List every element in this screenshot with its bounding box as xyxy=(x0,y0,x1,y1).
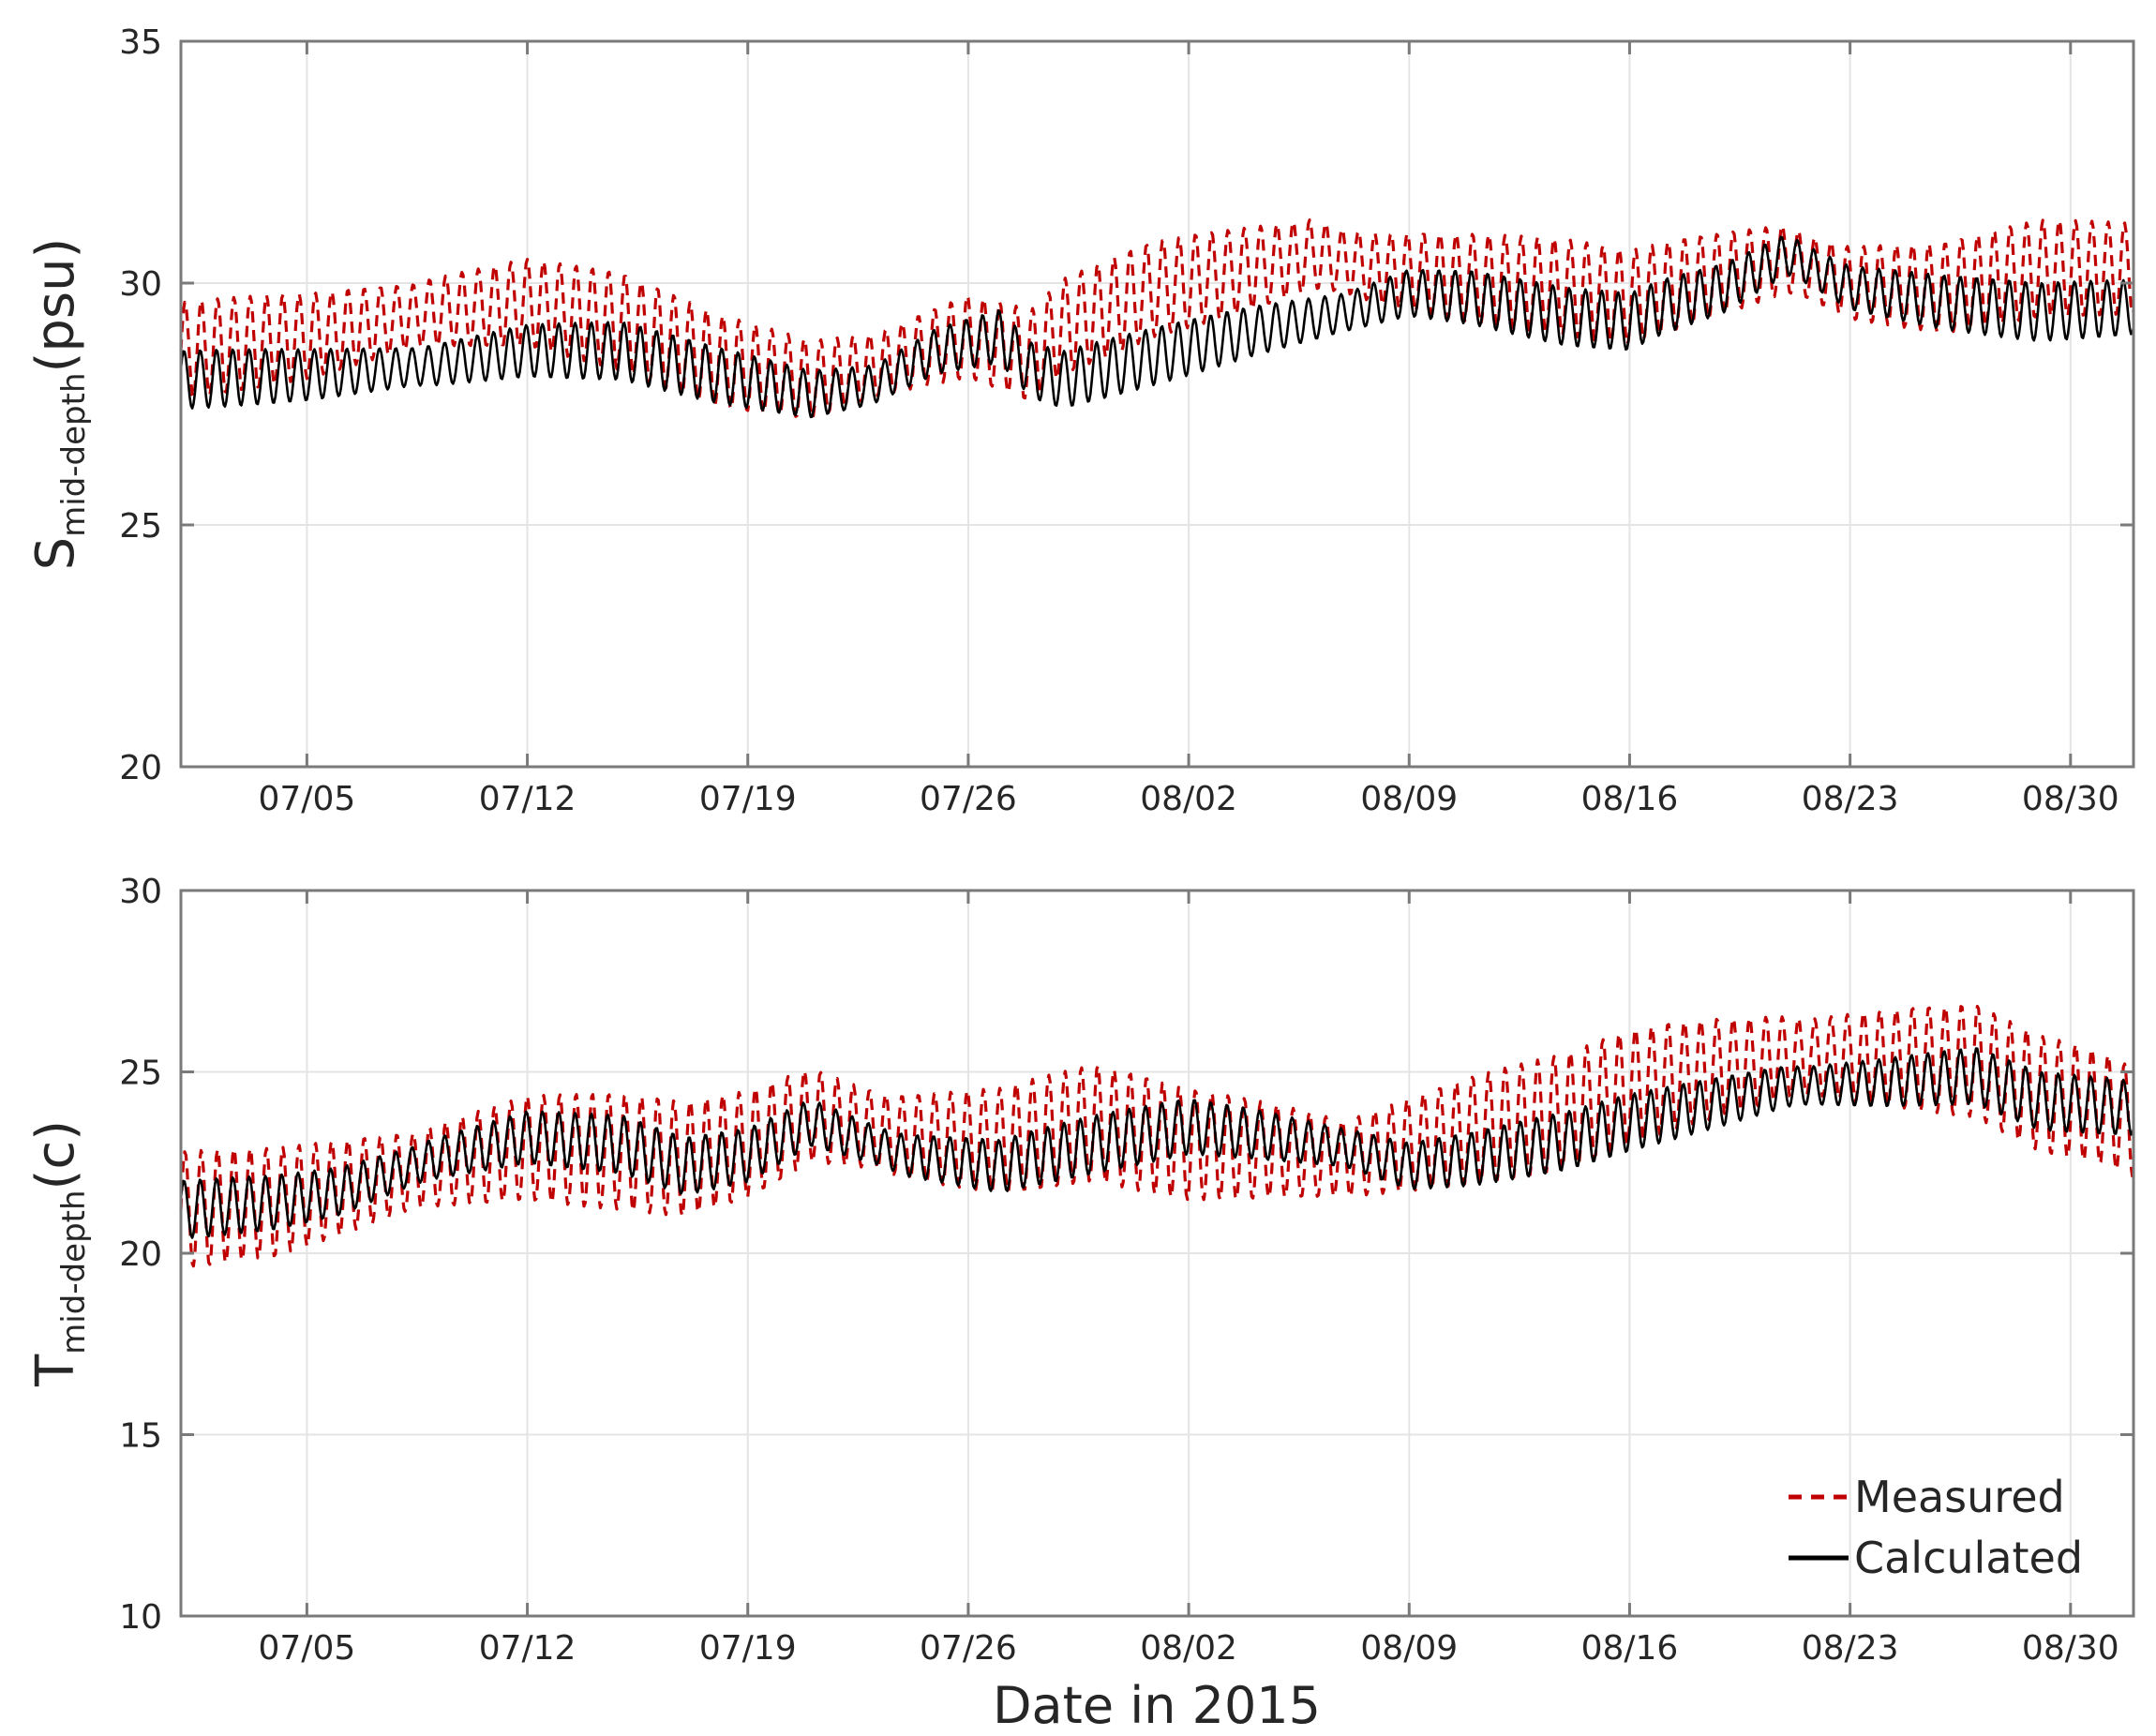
legend-measured-label: Measured xyxy=(1854,1472,2065,1522)
salinity-y-tick-label: 20 xyxy=(119,749,162,787)
salinity-y-axis-label: Smid-depth(psu) xyxy=(25,238,93,571)
temperature-y-ticks: 10 15 20 25 30 xyxy=(119,873,2134,1637)
salinity-y-tick-label: 35 xyxy=(119,23,162,62)
temperature-x-tick-label: 07/05 xyxy=(259,1629,356,1668)
temperature-series xyxy=(179,1004,2135,1268)
legend: Measured Calculated xyxy=(1789,1472,2083,1583)
temperature-y-tick-label: 30 xyxy=(119,873,162,911)
temperature-x-tick-label: 08/23 xyxy=(1802,1629,1899,1668)
temperature-x-tick-label: 07/19 xyxy=(699,1629,797,1668)
salinity-x-tick-label: 08/30 xyxy=(2022,780,2119,818)
salinity-x-tick-label: 08/16 xyxy=(1581,780,1679,818)
temperature-y-tick-label: 20 xyxy=(119,1235,162,1274)
x-axis-label: Date in 2015 xyxy=(993,1676,1321,1735)
salinity-x-tick-label: 07/19 xyxy=(699,780,797,818)
temperature-panel: 10 15 20 25 30 07/05 07/12 07/19 07/26 08/02 08/0… xyxy=(25,873,2135,1735)
legend-calculated-label: Calculated xyxy=(1854,1533,2083,1583)
salinity-x-tick-label: 07/12 xyxy=(479,780,576,818)
temperature-x-tick-label: 08/16 xyxy=(1581,1629,1679,1668)
salinity-series xyxy=(179,218,2135,420)
salinity-x-tick-label: 07/05 xyxy=(259,780,356,818)
salinity-x-tick-label: 08/02 xyxy=(1140,780,1237,818)
temperature-x-tick-label: 08/02 xyxy=(1140,1629,1237,1668)
temperature-y-tick-label: 10 xyxy=(119,1598,162,1637)
temperature-x-tick-label: 08/30 xyxy=(2022,1629,2119,1668)
temperature-x-ticks: 07/05 07/12 07/19 07/26 08/02 08/09 08/16 08/23… xyxy=(259,890,2119,1668)
temperature-grid xyxy=(181,890,2134,1617)
salinity-axes-frame xyxy=(179,39,2135,769)
salinity-y-tick-label: 30 xyxy=(119,265,162,304)
salinity-measured-line xyxy=(179,218,2135,420)
temperature-x-tick-label: 08/09 xyxy=(1360,1629,1458,1668)
temperature-x-tick-label: 07/26 xyxy=(920,1629,1017,1668)
temperature-x-tick-label: 07/12 xyxy=(479,1629,576,1668)
salinity-grid xyxy=(181,40,2134,768)
temperature-y-tick-label: 25 xyxy=(119,1055,162,1093)
salinity-x-tick-label: 08/23 xyxy=(1802,780,1899,818)
salinity-calculated-line xyxy=(179,235,2135,419)
temperature-y-axis-label: Tmid-depth(c) xyxy=(25,1120,93,1387)
temperature-y-tick-label: 15 xyxy=(119,1417,162,1456)
salinity-x-tick-label: 07/26 xyxy=(920,780,1017,818)
salinity-x-ticks: 07/05 07/12 07/19 07/26 08/02 08/09 08/16 08/23… xyxy=(259,41,2119,818)
salinity-y-ticks: 20 25 30 35 xyxy=(119,23,2134,787)
salinity-y-tick-label: 25 xyxy=(119,507,162,546)
temperature-calculated-line xyxy=(179,1047,2135,1239)
salinity-x-tick-label: 08/09 xyxy=(1360,780,1458,818)
